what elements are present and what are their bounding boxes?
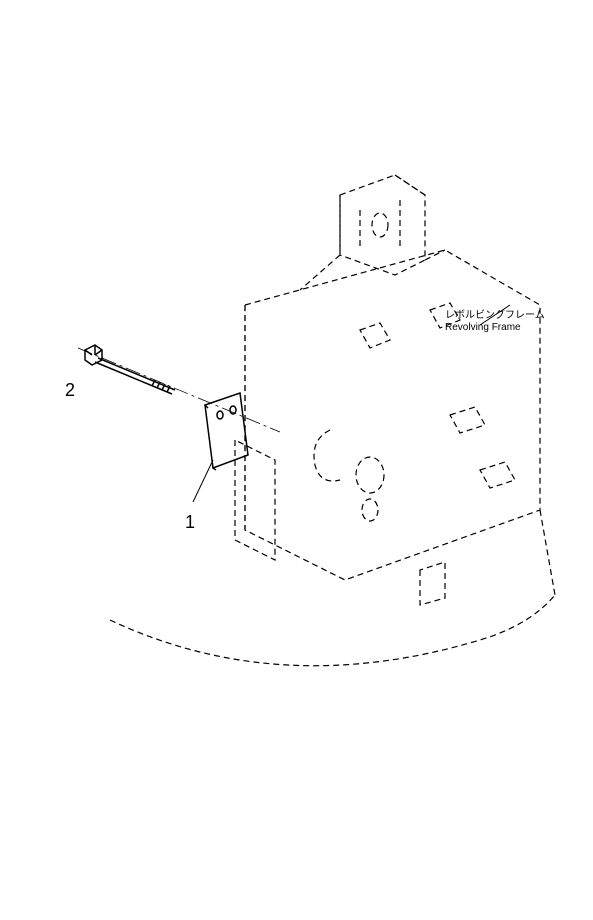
frame-annotation: レボルビングフレーム Revolving Frame	[445, 310, 545, 334]
callout-2-text: 2	[65, 380, 75, 400]
annotation-japanese: レボルビングフレーム	[445, 310, 545, 322]
technical-diagram: 2 1 レボルビングフレーム Revolving Frame	[0, 0, 593, 915]
annotation-english: Revolving Frame	[445, 322, 545, 334]
callout-2: 2	[65, 380, 75, 401]
callout-1: 1	[185, 512, 195, 533]
diagram-svg	[0, 0, 593, 915]
callout-1-text: 1	[185, 512, 195, 532]
